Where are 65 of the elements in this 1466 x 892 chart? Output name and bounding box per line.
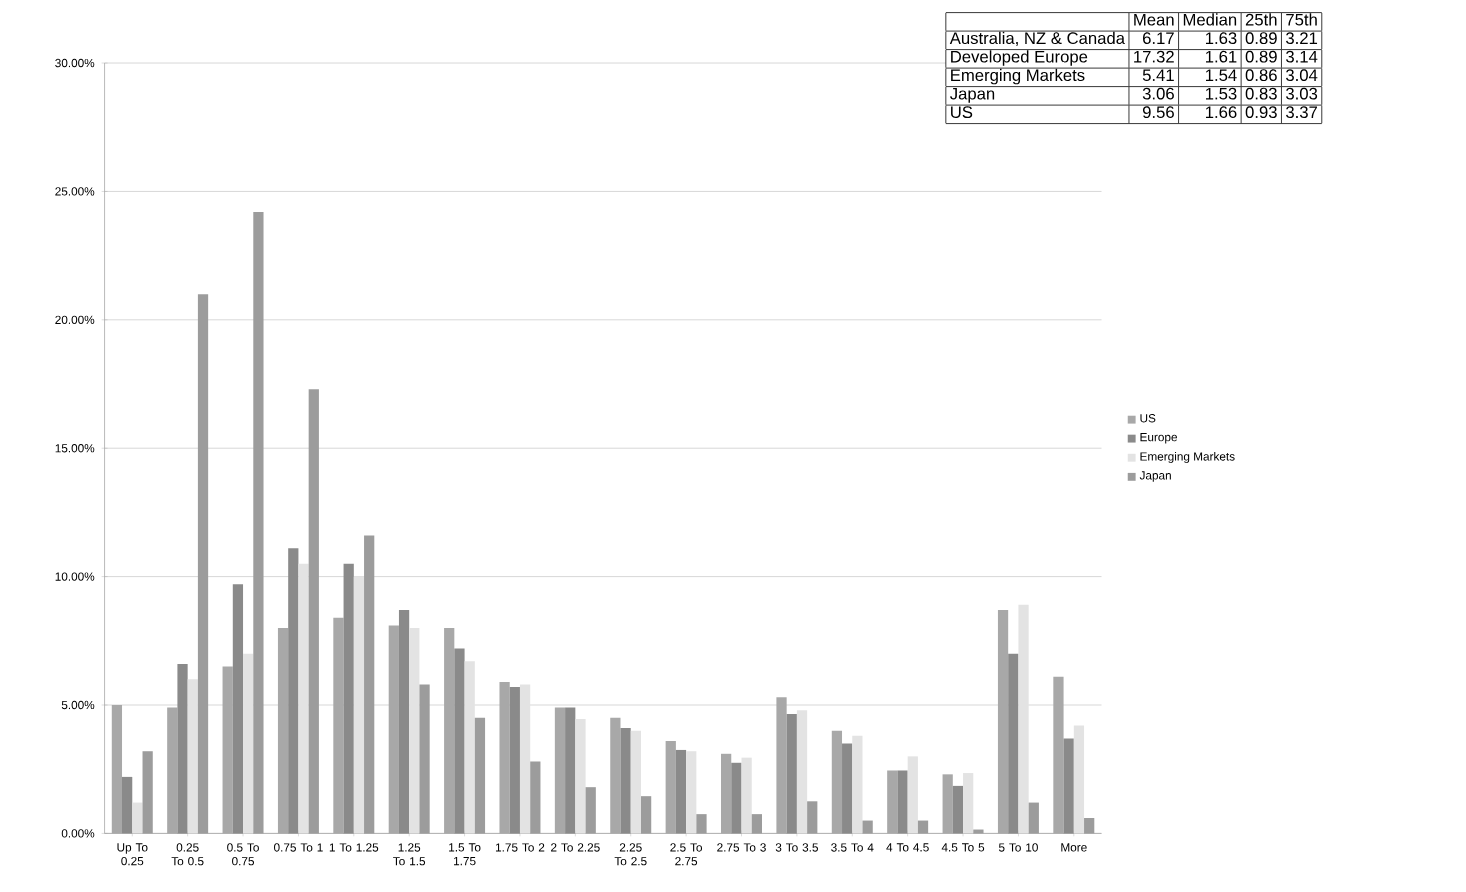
bar <box>630 730 641 834</box>
bar <box>565 707 576 834</box>
text: Australia, NZ & Canada <box>949 31 1125 46</box>
bar <box>398 609 410 834</box>
text: 1.66 <box>1206 106 1237 118</box>
text: 75th <box>1286 13 1317 26</box>
annotation: Japan <box>950 87 995 103</box>
bar <box>907 756 918 834</box>
text: 5.41 <box>1142 69 1174 81</box>
bar <box>796 709 808 834</box>
text: Mean <box>1134 13 1174 26</box>
text: 1.54 <box>1206 69 1237 81</box>
text: 0.93 <box>1245 106 1277 118</box>
annotation: Developed Europe <box>951 50 1088 66</box>
text: 0.89 <box>1245 32 1277 44</box>
bar <box>132 802 143 834</box>
text: 1.53 <box>1206 87 1237 100</box>
annotation: Emerging Markets <box>951 68 1085 85</box>
text: 3.03 <box>1286 87 1318 100</box>
text: 0.89 <box>1245 50 1277 63</box>
bar <box>741 757 752 834</box>
bar <box>519 684 531 834</box>
bar <box>620 727 631 834</box>
text: 1.63 <box>1206 32 1237 44</box>
bar <box>675 749 687 834</box>
bar <box>298 563 309 834</box>
bar <box>353 576 365 834</box>
bar <box>1063 738 1074 834</box>
bar <box>963 772 974 834</box>
text: 9.56 <box>1142 106 1174 118</box>
bar <box>852 735 863 834</box>
text: 0.86 <box>1245 69 1277 81</box>
bar <box>1073 725 1085 834</box>
text: 17.32 <box>1134 50 1174 63</box>
bar <box>842 743 853 834</box>
bar <box>122 776 133 834</box>
bar <box>464 661 475 834</box>
bar <box>686 750 697 834</box>
bar <box>1008 653 1019 834</box>
text: 3.37 <box>1286 106 1318 118</box>
bar <box>575 718 586 834</box>
text: Median <box>1183 13 1237 26</box>
bar <box>952 785 964 834</box>
text: 1.61 <box>1206 50 1237 63</box>
bar <box>177 663 188 834</box>
bar <box>731 762 742 834</box>
bar <box>243 653 254 834</box>
bar <box>454 648 465 834</box>
bar <box>232 584 244 834</box>
bar <box>343 563 354 834</box>
text: 3.14 <box>1286 50 1318 63</box>
bar <box>1018 604 1029 834</box>
bar <box>288 548 299 834</box>
bar <box>897 770 908 834</box>
text: 3.21 <box>1286 32 1318 44</box>
annotation: US <box>951 106 973 118</box>
bar <box>187 679 198 834</box>
text: 6.17 <box>1143 32 1174 44</box>
text: 3.06 <box>1142 87 1174 100</box>
text: 0.83 <box>1245 87 1277 100</box>
bar <box>409 627 420 834</box>
text: 25th <box>1245 13 1277 26</box>
text: 3.04 <box>1286 69 1318 81</box>
bar <box>509 686 520 834</box>
bar <box>786 713 797 834</box>
